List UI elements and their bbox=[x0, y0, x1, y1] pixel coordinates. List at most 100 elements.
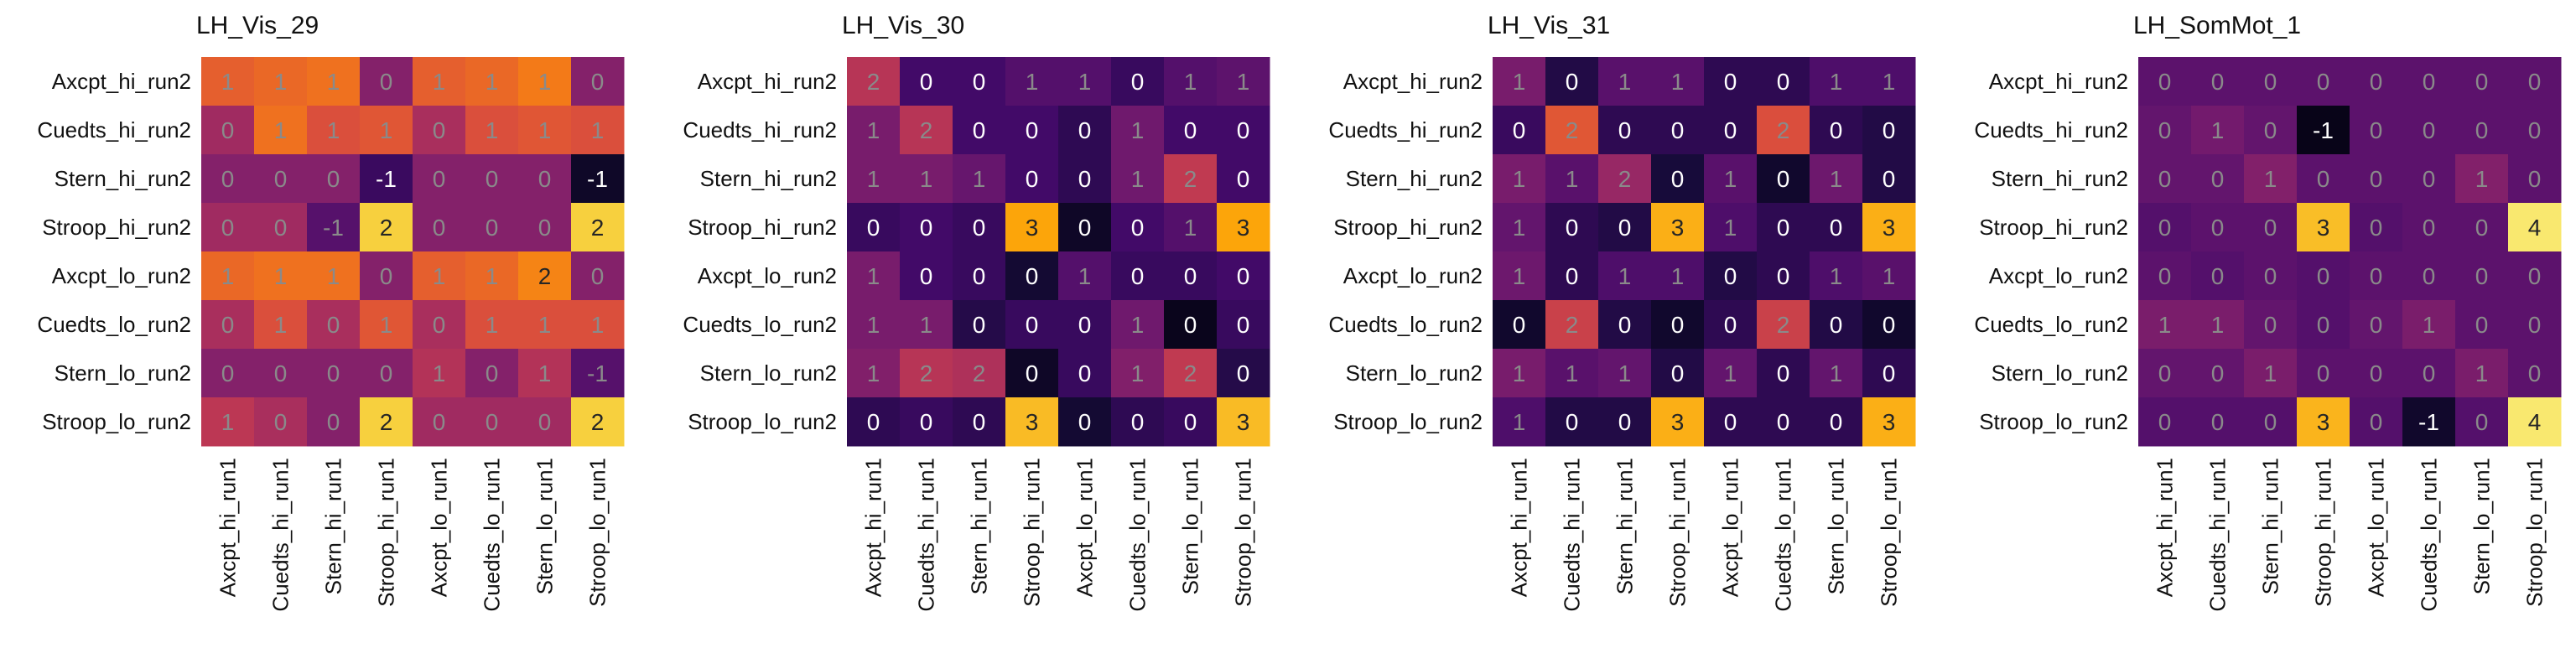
heatmap-cell bbox=[307, 300, 361, 350]
cell-value-label: 0 bbox=[2211, 409, 2225, 435]
heatmap-cell bbox=[900, 300, 953, 350]
x-tick-label: Stern_lo_run1 bbox=[1824, 458, 1849, 594]
cell-value-label: 0 bbox=[1078, 166, 1092, 192]
heatmap-cell bbox=[413, 397, 466, 447]
heatmap-cell bbox=[2350, 203, 2403, 252]
cell-value-label: 2 bbox=[380, 215, 393, 241]
heatmap-cell bbox=[1545, 397, 1599, 447]
heatmap-cell bbox=[2297, 57, 2350, 106]
heatmap-cell bbox=[1757, 397, 1810, 447]
cell-value-label: 0 bbox=[1883, 312, 1896, 338]
cell-value-label: 0 bbox=[2317, 263, 2330, 289]
cell-value-label: 1 bbox=[867, 263, 880, 289]
cell-value-label: 0 bbox=[274, 409, 288, 435]
heatmap-cell bbox=[847, 154, 901, 204]
cell-value-label: 0 bbox=[433, 215, 446, 241]
heatmap-cell bbox=[1598, 251, 1652, 301]
heatmap-cell bbox=[2191, 349, 2245, 398]
cell-value-label: 0 bbox=[1830, 215, 1843, 241]
cell-value-label: 1 bbox=[591, 117, 605, 143]
heatmap-cell bbox=[1598, 300, 1652, 350]
cell-value-label: 0 bbox=[2211, 166, 2225, 192]
cell-value-label: 1 bbox=[538, 312, 552, 338]
x-tick-label: Stroop_lo_run1 bbox=[585, 458, 610, 607]
cell-value-label: 2 bbox=[380, 409, 393, 435]
cell-value-label: 0 bbox=[2211, 263, 2225, 289]
panel-title: LH_Vis_30 bbox=[842, 12, 964, 39]
cell-value-label: 1 bbox=[2475, 166, 2489, 192]
x-tick-label: Axcpt_hi_run1 bbox=[216, 458, 241, 597]
cell-value-label: 0 bbox=[1777, 215, 1790, 241]
heatmap-cell bbox=[847, 106, 901, 155]
cell-value-label: 1 bbox=[486, 117, 499, 143]
cell-value-label: 1 bbox=[1618, 263, 1632, 289]
cell-value-label: 0 bbox=[1513, 117, 1526, 143]
heatmap-cell bbox=[360, 300, 413, 350]
cell-value-label: 3 bbox=[1237, 409, 1250, 435]
heatmap-cell bbox=[1651, 203, 1705, 252]
cell-value-label: 0 bbox=[486, 409, 499, 435]
heatmap-cell bbox=[1164, 300, 1218, 350]
x-tick-label: Stroop_hi_run1 bbox=[1020, 458, 1045, 607]
cell-value-label: 3 bbox=[2317, 215, 2330, 241]
cell-value-label: 0 bbox=[1618, 117, 1632, 143]
cell-value-label: 1 bbox=[538, 117, 552, 143]
cell-value-label: 0 bbox=[1078, 360, 1092, 386]
cell-value-label: 0 bbox=[1883, 166, 1896, 192]
y-tick-label: Stern_hi_run2 bbox=[55, 166, 191, 191]
cell-value-label: 0 bbox=[2370, 215, 2383, 241]
heatmap-cell bbox=[360, 251, 413, 301]
cell-value-label: 4 bbox=[2528, 409, 2542, 435]
heatmap-cell bbox=[1493, 397, 1546, 447]
cell-value-label: 4 bbox=[2528, 215, 2542, 241]
cell-value-label: 0 bbox=[274, 166, 288, 192]
heatmap-cell bbox=[201, 251, 255, 301]
cell-value-label: 1 bbox=[1026, 69, 1039, 95]
cell-value-label: 1 bbox=[221, 409, 235, 435]
heatmap-cell bbox=[1058, 349, 1112, 398]
cell-value-label: 0 bbox=[2158, 263, 2172, 289]
cell-value-label: 0 bbox=[2317, 166, 2330, 192]
cell-value-label: 2 bbox=[1184, 166, 1197, 192]
cell-value-label: 0 bbox=[2264, 117, 2277, 143]
cell-value-label: 1 bbox=[1830, 166, 1843, 192]
heatmap-cell bbox=[1545, 106, 1599, 155]
heatmap-cell bbox=[1862, 106, 1916, 155]
cell-value-label: 0 bbox=[2370, 117, 2383, 143]
y-tick-label: Stern_hi_run2 bbox=[1992, 166, 2128, 191]
cell-value-label: 1 bbox=[274, 263, 288, 289]
cell-value-label: 1 bbox=[1184, 215, 1197, 241]
cell-value-label: 0 bbox=[2264, 409, 2277, 435]
cell-value-label: 0 bbox=[2211, 215, 2225, 241]
cell-value-label: 1 bbox=[973, 166, 986, 192]
y-tick-label: Stern_hi_run2 bbox=[700, 166, 837, 191]
heatmap-cell bbox=[360, 154, 413, 204]
x-tick-label: Cuedts_lo_run1 bbox=[2417, 458, 2442, 612]
heatmap-cell bbox=[2244, 397, 2298, 447]
heatmap-cell bbox=[953, 203, 1006, 252]
heatmap-cell bbox=[571, 57, 625, 106]
heatmap-cell bbox=[518, 251, 572, 301]
heatmap-cell bbox=[2402, 203, 2456, 252]
heatmap-cell bbox=[518, 203, 572, 252]
heatmap-cell bbox=[465, 251, 519, 301]
heatmap-cell bbox=[1545, 203, 1599, 252]
cell-value-label: -1 bbox=[376, 166, 397, 192]
cell-value-label: 0 bbox=[920, 409, 933, 435]
cell-value-label: 1 bbox=[1131, 117, 1145, 143]
heatmap-cell bbox=[2508, 251, 2562, 301]
cell-value-label: 0 bbox=[1777, 69, 1790, 95]
heatmap-panel: LH_Vis_29 1 1 1 0 1 1 1 0 0 1 1 1 0 1 1 1 0 0 0 -1 0 0 0 -1 0 0 -1 2… bbox=[37, 12, 625, 612]
cell-value-label: 1 bbox=[1513, 360, 1526, 386]
heatmap-cell bbox=[518, 106, 572, 155]
y-tick-label: Stroop_hi_run2 bbox=[688, 215, 837, 240]
heatmap-cell bbox=[953, 57, 1006, 106]
cell-value-label: 0 bbox=[1184, 263, 1197, 289]
cell-value-label: 1 bbox=[2264, 360, 2277, 386]
heatmap-cell bbox=[2508, 397, 2562, 447]
cell-value-label: 0 bbox=[2370, 263, 2383, 289]
heatmap-cell bbox=[571, 397, 625, 447]
heatmap-cell bbox=[1005, 106, 1059, 155]
cell-value-label: 1 bbox=[1131, 166, 1145, 192]
